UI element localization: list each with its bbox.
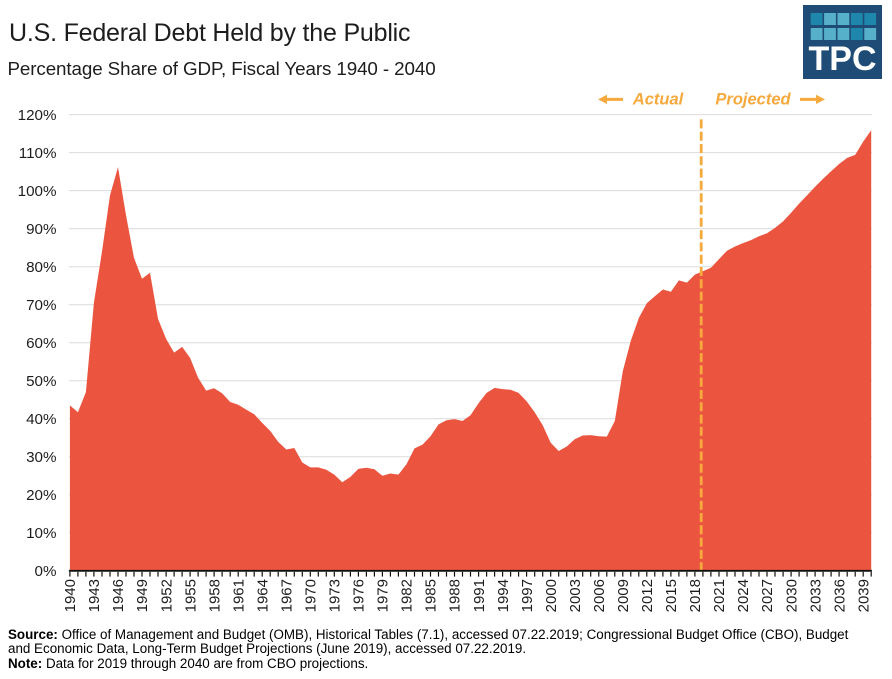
svg-text:1997: 1997: [519, 579, 536, 612]
svg-text:1964: 1964: [254, 579, 271, 612]
svg-text:60%: 60%: [26, 335, 56, 352]
svg-text:100%: 100%: [18, 183, 57, 200]
svg-text:40%: 40%: [26, 411, 56, 428]
svg-text:0%: 0%: [35, 563, 57, 580]
svg-text:2024: 2024: [735, 579, 752, 612]
svg-text:2039: 2039: [855, 579, 872, 612]
svg-text:Actual: Actual: [632, 90, 684, 108]
svg-text:50%: 50%: [26, 373, 56, 390]
svg-text:1994: 1994: [495, 579, 512, 612]
svg-text:1991: 1991: [471, 579, 488, 612]
svg-text:2021: 2021: [711, 579, 728, 612]
svg-text:2006: 2006: [591, 579, 608, 612]
svg-text:2033: 2033: [807, 579, 824, 612]
svg-text:1946: 1946: [110, 579, 127, 612]
svg-text:70%: 70%: [26, 297, 56, 314]
svg-text:120%: 120%: [18, 107, 57, 124]
svg-text:1940: 1940: [62, 579, 79, 612]
svg-text:20%: 20%: [26, 487, 56, 504]
svg-text:1961: 1961: [230, 579, 247, 612]
svg-text:1949: 1949: [134, 579, 151, 612]
svg-text:80%: 80%: [26, 259, 56, 276]
svg-text:2000: 2000: [543, 579, 560, 612]
svg-text:1985: 1985: [423, 579, 440, 612]
svg-text:110%: 110%: [19, 145, 57, 162]
svg-text:2027: 2027: [759, 579, 776, 612]
svg-text:1958: 1958: [206, 579, 223, 612]
svg-text:2015: 2015: [663, 579, 680, 612]
svg-text:1973: 1973: [327, 579, 344, 612]
svg-text:10%: 10%: [26, 525, 56, 542]
svg-text:1970: 1970: [303, 579, 320, 612]
svg-text:1952: 1952: [158, 579, 175, 612]
svg-text:2036: 2036: [831, 579, 848, 612]
svg-text:2018: 2018: [687, 579, 704, 612]
svg-text:1955: 1955: [182, 579, 199, 612]
svg-text:1967: 1967: [279, 579, 296, 612]
svg-text:Projected: Projected: [715, 90, 791, 108]
svg-text:30%: 30%: [26, 449, 56, 466]
svg-text:1976: 1976: [351, 579, 368, 612]
svg-text:1943: 1943: [86, 579, 103, 612]
svg-text:1982: 1982: [399, 579, 416, 612]
svg-text:2012: 2012: [639, 579, 656, 612]
svg-text:90%: 90%: [26, 221, 56, 238]
svg-text:1979: 1979: [375, 579, 392, 612]
svg-text:2009: 2009: [615, 579, 632, 612]
svg-text:2003: 2003: [567, 579, 584, 612]
svg-text:2030: 2030: [783, 579, 800, 612]
svg-text:1988: 1988: [447, 579, 464, 612]
